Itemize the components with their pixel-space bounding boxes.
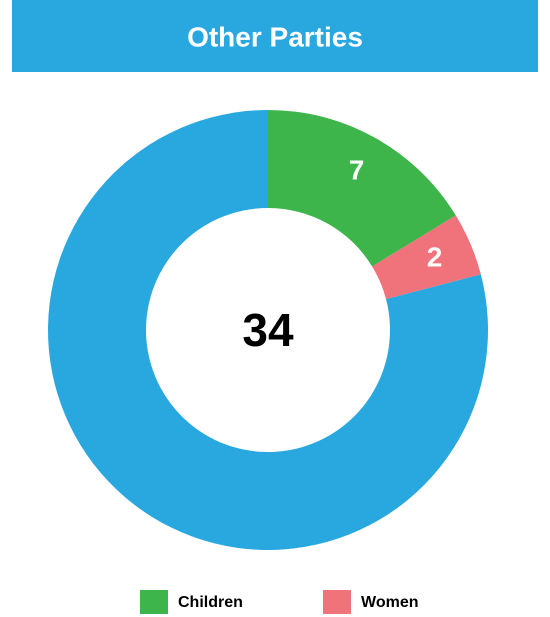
title-bar — [12, 0, 538, 72]
donut-segment — [268, 110, 456, 267]
data-label: 7 — [349, 155, 365, 186]
donut-segment — [47, 110, 489, 550]
legend-swatch — [323, 590, 351, 614]
legend-label: Children — [178, 594, 243, 611]
legend-label: Women — [361, 594, 418, 611]
donut-segment — [372, 215, 481, 300]
chart-title: Other Parties — [187, 21, 363, 52]
data-label: 2 — [427, 242, 443, 273]
legend-swatch — [140, 590, 168, 614]
center-label: 34 — [242, 304, 294, 356]
